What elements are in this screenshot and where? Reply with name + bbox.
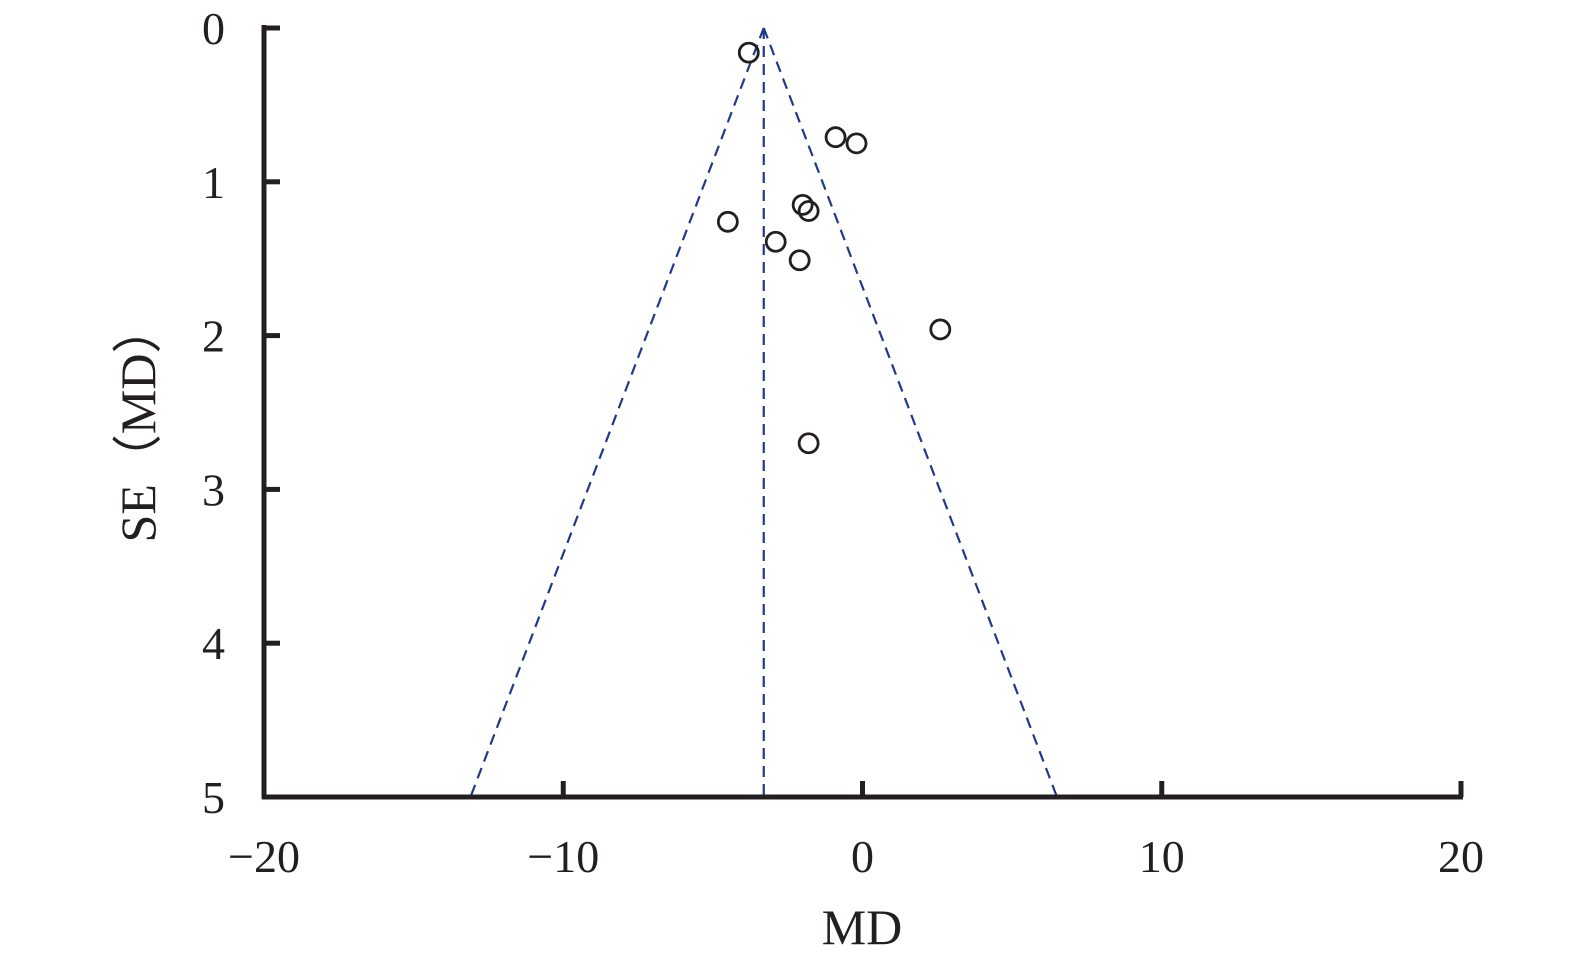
data-point-7 xyxy=(764,230,787,253)
data-point-5 xyxy=(797,200,820,222)
y-tick-label: 1 xyxy=(202,157,225,208)
data-point-2 xyxy=(824,126,847,149)
data-point-3 xyxy=(845,132,868,155)
y-tick-label: 2 xyxy=(202,311,225,362)
y-tick-label: 0 xyxy=(202,3,225,54)
x-tick-label: −20 xyxy=(228,831,300,882)
data-point-1 xyxy=(737,41,760,64)
y-tick-label: 3 xyxy=(202,464,225,515)
funnel-left-limit-line xyxy=(469,27,765,798)
y-tick-labels: 0 1 2 3 4 5 xyxy=(202,3,225,823)
data-points xyxy=(716,41,952,455)
funnel-right-limit-line xyxy=(762,27,1059,798)
x-tick-label: −10 xyxy=(527,831,599,882)
x-tick-label: 10 xyxy=(1139,831,1185,882)
y-tick-label: 5 xyxy=(202,772,225,823)
x-axis-title: MD xyxy=(822,899,903,955)
y-axis-title: SE（MD） xyxy=(110,304,166,543)
x-tick-labels: −20 −10 0 10 20 xyxy=(228,831,1484,882)
y-tick-label: 4 xyxy=(202,618,225,669)
data-point-6 xyxy=(716,210,739,233)
data-point-4 xyxy=(791,193,814,216)
data-point-10 xyxy=(797,432,820,455)
x-tick-label: 20 xyxy=(1438,831,1484,882)
funnel-lines xyxy=(469,27,1059,798)
data-point-9 xyxy=(929,318,952,341)
x-tick-label: 0 xyxy=(851,831,874,882)
axes xyxy=(261,25,1464,800)
data-point-8 xyxy=(788,249,811,272)
